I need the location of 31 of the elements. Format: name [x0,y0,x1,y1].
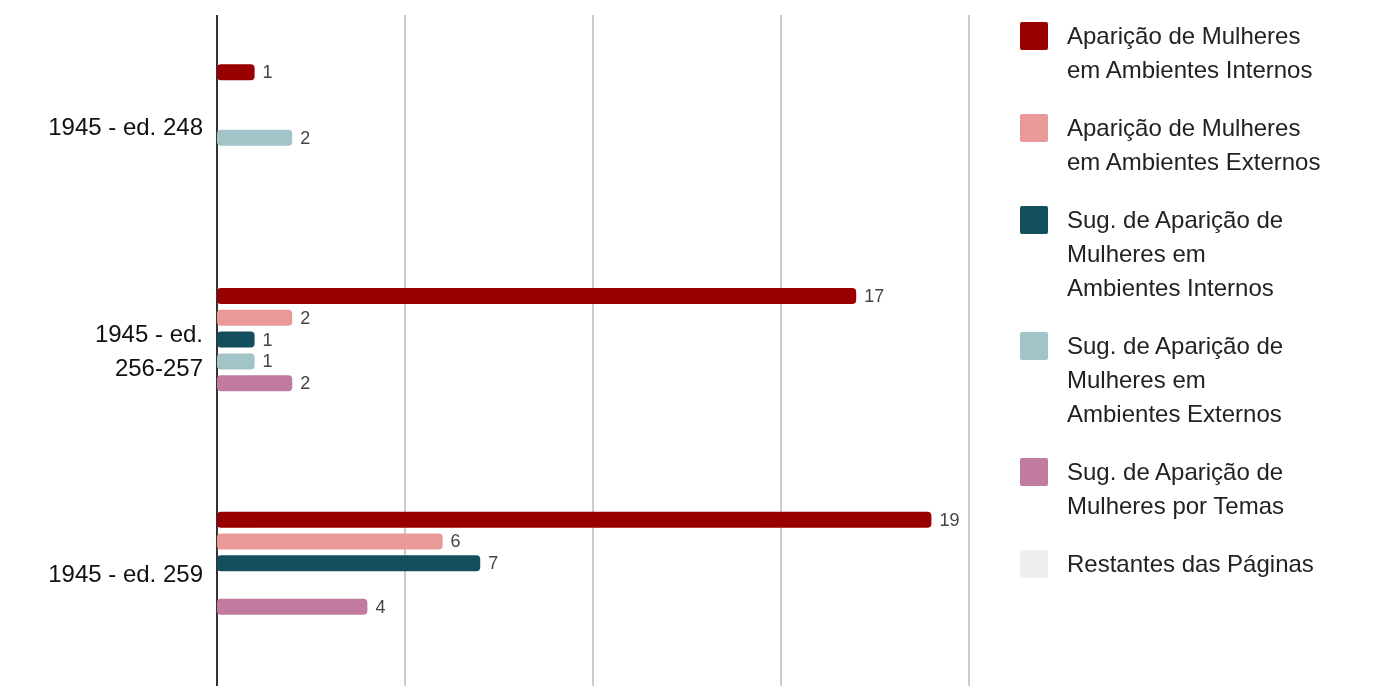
data-label: 17 [864,286,885,306]
legend-label: Restantes das Páginas [1067,550,1314,577]
data-label: 19 [939,509,960,530]
bar [217,533,443,550]
data-label: 2 [300,373,311,394]
bar [217,64,255,81]
bar [217,288,857,304]
data-label: 1 [262,351,273,372]
bar [217,555,481,572]
legend-label: Aparição de Mulheres em Ambientes Externos [1067,114,1321,175]
legend-label: Sug. de Aparição de Mulheres em Ambientes Externos [1067,332,1284,427]
bar [217,598,368,615]
legend-label: Aparição de Mulheres em Ambientes Internos [1067,22,1313,83]
y-tick-label: 1945 - ed. 259 [48,560,203,588]
bar [217,309,293,326]
bar [217,375,293,392]
bar [217,331,255,348]
data-label: 2 [300,127,311,148]
data-label: 6 [450,531,461,552]
data-label: 7 [488,553,499,574]
legend-label: Sug. de Aparição de Mulheres por Temas [1067,458,1284,519]
y-tick-label: 1945 - ed. 256-257 [94,319,203,381]
data-label: 2 [300,307,311,328]
y-tick-label: 1945 - ed. 248 [48,112,203,140]
data-label: 1 [262,62,273,83]
bar [217,353,255,370]
legend-label: Sug. de Aparição de Mulheres em Ambientes Internos [1067,206,1284,301]
data-label: 1 [262,329,273,350]
bar [217,511,932,528]
bar [217,129,293,146]
data-label: 4 [375,596,386,617]
